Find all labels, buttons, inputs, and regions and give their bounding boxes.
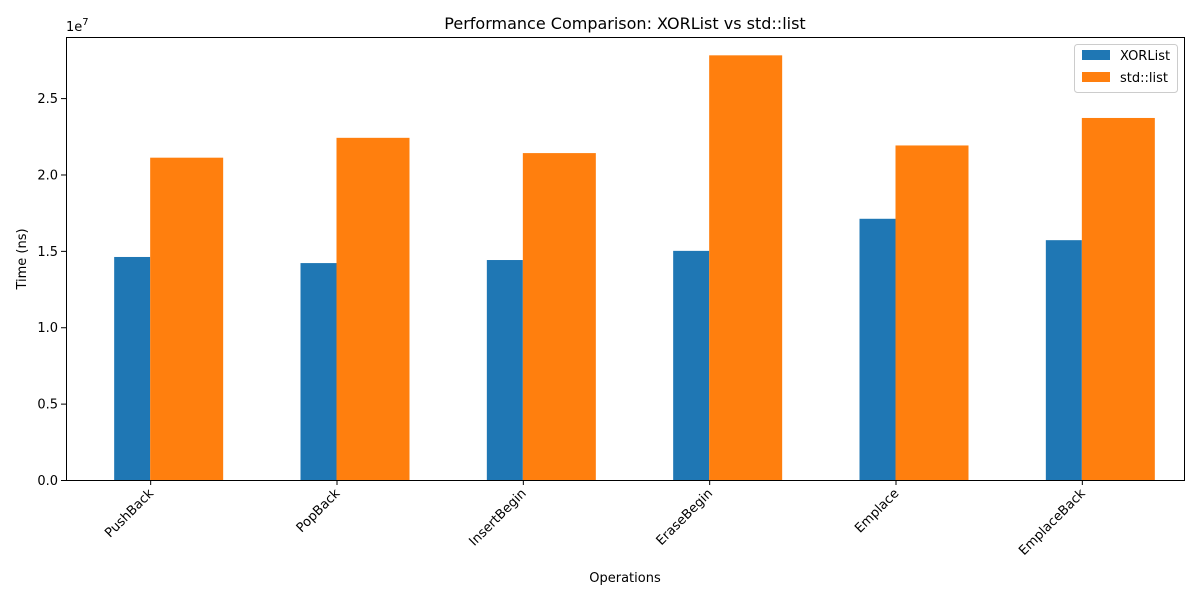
- bar-stdlist-popback: [336, 137, 410, 481]
- bar-stdlist-emplaceback: [1081, 117, 1155, 480]
- x-tick-label: PopBack: [294, 486, 344, 536]
- bar-xorlist-pushback: [114, 256, 151, 480]
- bar-stdlist-erasebegin: [709, 55, 783, 481]
- bar-stdlist-pushback: [150, 157, 224, 480]
- bar-xorlist-emplaceback: [1045, 240, 1082, 480]
- plot-frame: [66, 37, 1185, 481]
- y-tick-label: 0.5: [37, 398, 58, 413]
- bar-xorlist-emplace: [859, 218, 896, 480]
- bar-stdlist-emplace: [895, 145, 969, 480]
- bar-stdlist-insertbegin: [522, 153, 596, 480]
- legend: XORList std::list: [1074, 44, 1178, 93]
- x-tick-label: PushBack: [102, 486, 157, 541]
- bar-xorlist-insertbegin: [486, 260, 523, 480]
- x-tick-label: Emplace: [852, 486, 902, 536]
- legend-swatch-xorlist: [1082, 50, 1110, 60]
- chart-title: Performance Comparison: XORList vs std::…: [444, 14, 805, 33]
- x-axis-ticks: PushBack PopBack InsertBegin EraseBegin Empl…: [102, 480, 1089, 559]
- legend-swatch-stdlist: [1082, 72, 1110, 82]
- x-tick-label: InsertBegin: [467, 486, 530, 549]
- x-axis-label: Operations: [589, 571, 661, 586]
- legend-label-stdlist: std::list: [1120, 71, 1168, 86]
- x-tick-label: EraseBegin: [654, 486, 716, 548]
- x-tick-label: EmplaceBack: [1016, 486, 1089, 559]
- y-axis-label: Time (ns): [15, 228, 30, 290]
- bars-group: [114, 55, 1155, 481]
- y-tick-label: 2.5: [37, 92, 58, 107]
- y-tick-label: 0.0: [37, 474, 58, 489]
- bar-xorlist-erasebegin: [673, 250, 710, 480]
- bar-xorlist-popback: [300, 263, 337, 480]
- y-tick-label: 1.0: [37, 321, 58, 336]
- y-multiplier-label: 1e7: [66, 17, 89, 35]
- legend-label-xorlist: XORList: [1120, 49, 1170, 64]
- y-axis-ticks: 0.0 0.5 1.0 1.5 2.0 2.5: [37, 92, 66, 489]
- y-tick-label: 2.0: [37, 168, 58, 183]
- y-tick-label: 1.5: [37, 245, 58, 260]
